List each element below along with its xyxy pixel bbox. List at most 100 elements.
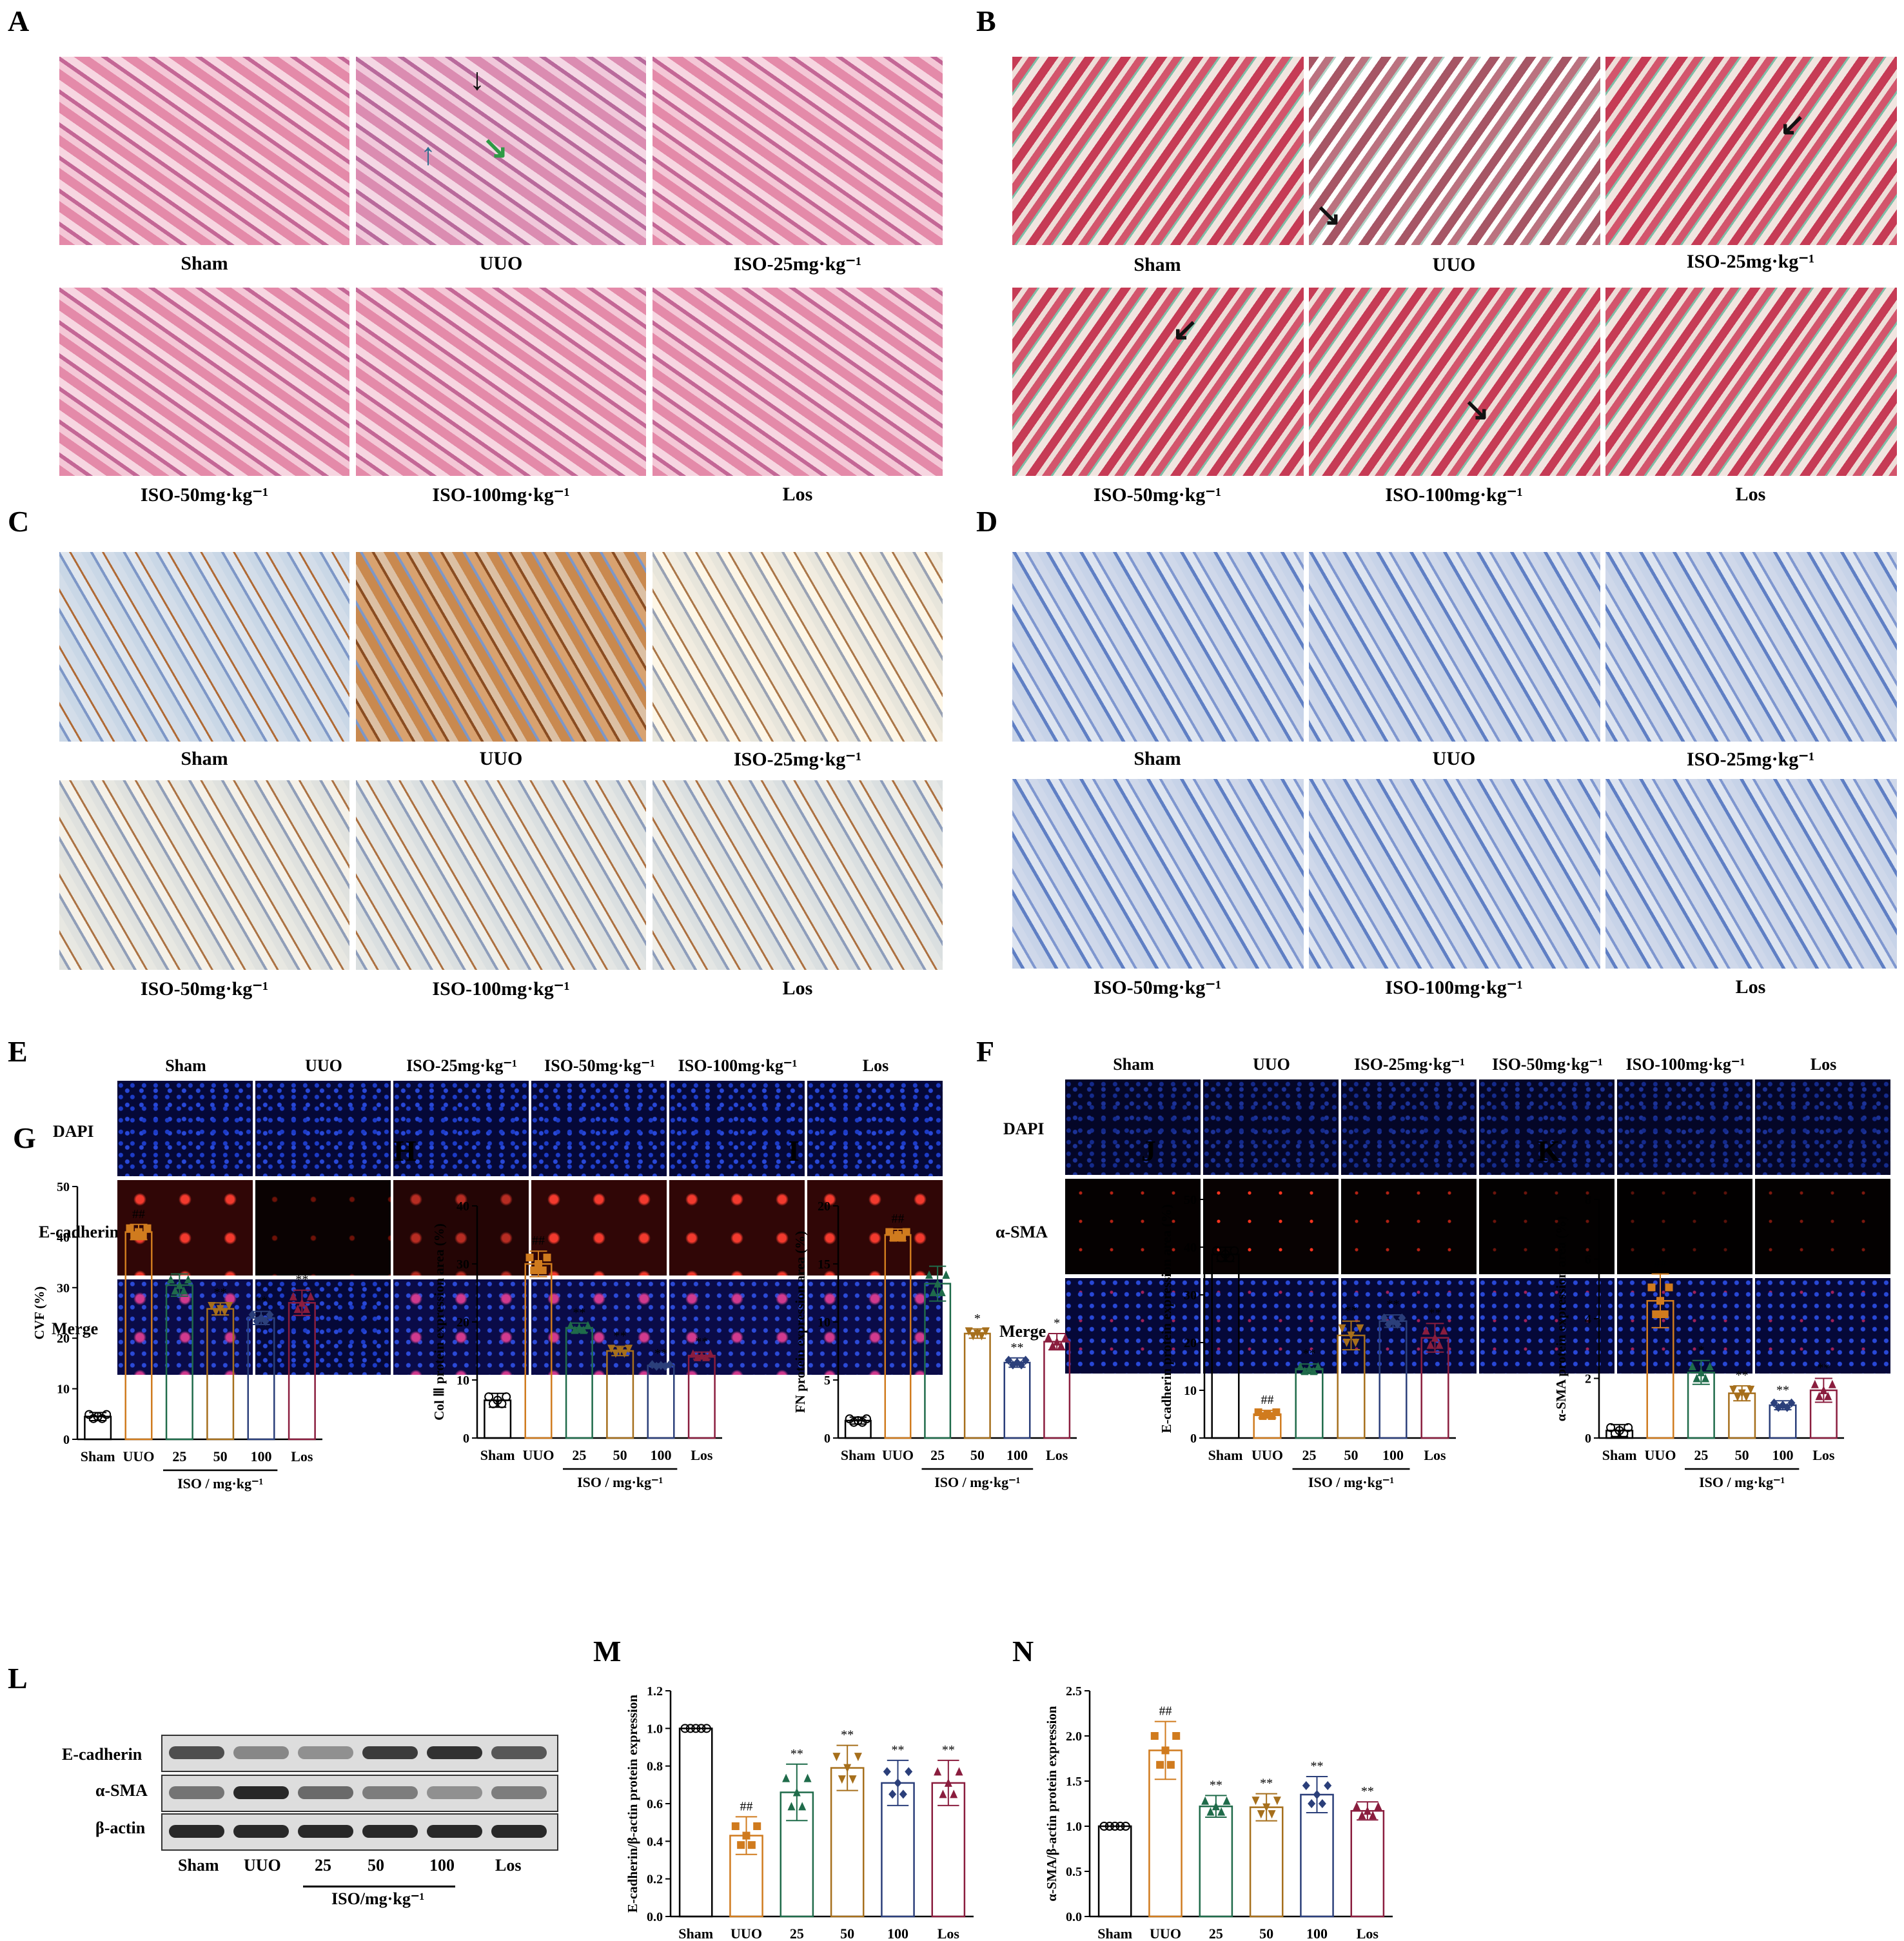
x-tick-label: Los — [1046, 1447, 1068, 1463]
data-point — [625, 1345, 633, 1354]
blot-band — [362, 1825, 418, 1838]
data-point — [1815, 1392, 1823, 1401]
data-point — [180, 1286, 188, 1295]
data-point — [1099, 1822, 1109, 1831]
data-point — [1212, 1246, 1221, 1256]
f-col-5: ISO-100mg·kg⁻¹ — [1625, 1055, 1745, 1074]
lane-group-line — [303, 1886, 455, 1887]
bar — [678, 1728, 713, 1918]
if-e-dapi-5 — [669, 1081, 805, 1176]
data-point — [1166, 1760, 1175, 1769]
caption-d-3: ISO-25mg·kg⁻¹ — [1686, 749, 1815, 770]
if-e-dapi-2 — [255, 1081, 391, 1176]
if-f-merge-6 — [1755, 1278, 1890, 1374]
if-e-dapi-3 — [393, 1081, 529, 1176]
e-col-3: ISO-25mg·kg⁻¹ — [406, 1056, 517, 1075]
x-tick-label: UUO — [1251, 1447, 1283, 1463]
data-point — [702, 1352, 711, 1361]
panel-letter-a: A — [8, 5, 30, 37]
blot-band — [298, 1786, 353, 1799]
bar — [606, 1350, 634, 1439]
caption-c-1: Sham — [181, 748, 228, 769]
blot-label-2: α-SMA — [95, 1781, 148, 1800]
arrow-marker-black: ↓ — [469, 63, 485, 97]
data-point — [266, 1310, 274, 1319]
data-point — [139, 1232, 147, 1240]
e-col-4: ISO-50mg·kg⁻¹ — [544, 1056, 655, 1075]
data-point — [894, 1778, 902, 1788]
bar — [124, 1231, 153, 1441]
y-tick-label: 0 — [463, 1432, 469, 1446]
data-point — [1201, 1796, 1210, 1805]
data-point — [1783, 1403, 1791, 1412]
data-point — [575, 1323, 584, 1332]
x-tick-label: 50 — [840, 1926, 854, 1941]
y-tick-label: 8 — [1585, 1193, 1591, 1207]
x-tick-label: 25 — [930, 1447, 945, 1463]
data-point — [166, 1275, 175, 1284]
data-point — [1652, 1310, 1660, 1319]
data-point — [1161, 1746, 1170, 1755]
y-tick-label: 40 — [57, 1230, 70, 1245]
data-point — [1324, 1781, 1332, 1790]
x-tick-label: 50 — [1344, 1447, 1359, 1463]
data-point — [216, 1305, 224, 1314]
data-point — [225, 1302, 233, 1311]
caption-a-2: UUO — [479, 253, 523, 274]
data-point — [543, 1254, 551, 1262]
data-point — [1380, 1313, 1388, 1323]
significance-label: ## — [1261, 1393, 1274, 1407]
caption-d-1: Sham — [1134, 748, 1181, 769]
data-point — [126, 1224, 134, 1232]
data-point — [1262, 1803, 1271, 1812]
x-tick-label: Los — [291, 1448, 313, 1464]
data-point — [1353, 1802, 1361, 1811]
data-point — [1738, 1389, 1746, 1398]
micrograph-b-iso100 — [1309, 288, 1600, 476]
data-point — [484, 1392, 494, 1402]
caption-a-6: Los — [782, 484, 813, 505]
x-tick-label: 100 — [651, 1447, 672, 1463]
data-point — [1435, 1340, 1444, 1349]
data-point — [955, 1767, 963, 1776]
if-f-sma-4 — [1479, 1179, 1614, 1274]
bar — [924, 1283, 952, 1439]
significance-label: * — [1698, 1343, 1704, 1357]
bar — [206, 1308, 235, 1441]
caption-a-5: ISO-100mg·kg⁻¹ — [432, 484, 570, 506]
blot-band — [491, 1786, 547, 1799]
x-tick-label: Los — [1812, 1447, 1835, 1463]
y-tick-label: 10 — [57, 1383, 70, 1397]
data-point — [184, 1275, 192, 1284]
panel-letter-d: D — [976, 505, 998, 538]
panel-letter-e: E — [8, 1035, 28, 1068]
significance-label: ** — [1387, 1297, 1400, 1312]
data-point — [211, 1308, 220, 1317]
data-point — [502, 1392, 511, 1402]
data-point — [698, 1351, 706, 1360]
arrow-marker-blue: ↑ — [420, 137, 436, 172]
if-e-ecad-6 — [807, 1180, 943, 1276]
y-tick-label: 2 — [1585, 1372, 1591, 1386]
if-e-ecad-2 — [255, 1180, 391, 1276]
blot-band — [233, 1825, 289, 1838]
y-tick-label: 20 — [818, 1199, 830, 1214]
data-point — [843, 1764, 852, 1773]
data-point — [1308, 1799, 1316, 1808]
micrograph-b-iso25 — [1605, 57, 1897, 245]
data-point — [1347, 1331, 1355, 1340]
lane-label-5: 100 — [429, 1856, 455, 1875]
caption-a-4: ISO-50mg·kg⁻¹ — [140, 484, 269, 506]
lane-label-6: Los — [495, 1856, 522, 1875]
micrograph-d-uuo — [1309, 552, 1600, 742]
significance-label: ** — [1303, 1346, 1316, 1361]
data-point — [934, 1767, 942, 1776]
data-point — [849, 1775, 857, 1784]
data-point — [580, 1325, 588, 1334]
significance-label: ** — [1210, 1778, 1222, 1792]
if-e-dapi-4 — [531, 1081, 667, 1176]
bar — [247, 1317, 275, 1441]
blot-band — [491, 1825, 547, 1838]
bar — [165, 1284, 193, 1441]
bar — [1420, 1337, 1449, 1439]
